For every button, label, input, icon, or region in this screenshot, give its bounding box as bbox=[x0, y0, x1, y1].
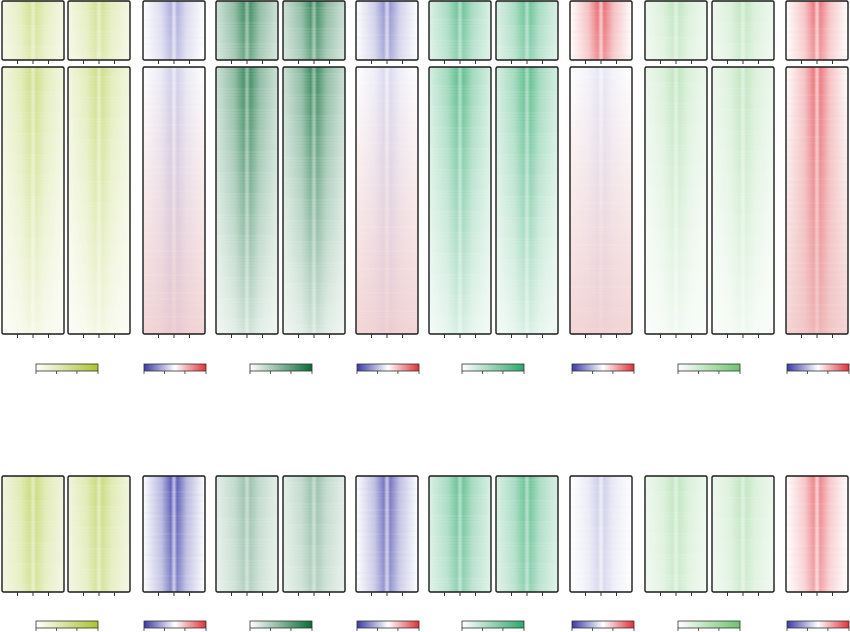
colorbar-bottom-5 bbox=[461, 620, 525, 631]
heatmap-panel-bottom-3 bbox=[142, 475, 206, 596]
heatmap-panel-top-large-4 bbox=[215, 66, 279, 338]
colorbar-top-6 bbox=[571, 363, 635, 374]
heatmap-panel-top-large-3 bbox=[142, 66, 206, 338]
colorbar-bottom-6 bbox=[571, 620, 635, 631]
colorbar-top-3 bbox=[249, 363, 313, 374]
heatmap-panel-top-small-7 bbox=[428, 0, 492, 64]
heatmap-panel-top-small-9 bbox=[569, 0, 633, 64]
colorbar-top-2 bbox=[143, 363, 207, 374]
heatmap-panel-top-large-7 bbox=[428, 66, 492, 338]
colorbar-bottom-4 bbox=[356, 620, 420, 631]
heatmap-panel-top-small-5 bbox=[282, 0, 346, 64]
heatmap-panel-bottom-5 bbox=[282, 475, 346, 596]
heatmap-panel-top-large-1 bbox=[1, 66, 65, 338]
colorbar-top-1 bbox=[35, 363, 99, 374]
heatmap-panel-bottom-10 bbox=[644, 475, 708, 596]
heatmap-panel-bottom-8 bbox=[495, 475, 559, 596]
heatmap-panel-top-small-10 bbox=[644, 0, 708, 64]
heatmap-panel-bottom-6 bbox=[355, 475, 419, 596]
heatmap-panel-top-large-11 bbox=[711, 66, 775, 338]
heatmap-panel-top-small-6 bbox=[355, 0, 419, 64]
heatmap-panel-top-large-2 bbox=[67, 66, 131, 338]
heatmap-panel-bottom-7 bbox=[428, 475, 492, 596]
heatmap-panel-top-small-3 bbox=[142, 0, 206, 64]
colorbars bbox=[35, 363, 850, 631]
heatmap-panel-top-small-1 bbox=[1, 0, 65, 64]
heatmap-panel-top-large-8 bbox=[495, 66, 559, 338]
colorbar-top-8 bbox=[786, 363, 850, 374]
colorbar-bottom-2 bbox=[143, 620, 207, 631]
heatmap-panel-top-small-11 bbox=[711, 0, 775, 64]
colorbar-bottom-3 bbox=[249, 620, 313, 631]
heatmap-panel-top-small-4 bbox=[215, 0, 279, 64]
colorbar-bottom-8 bbox=[786, 620, 850, 631]
heatmap-panel-top-large-10 bbox=[644, 66, 708, 338]
heatmap-panel-top-large-9 bbox=[569, 66, 633, 338]
heatmap-panel-top-small-8 bbox=[495, 0, 559, 64]
colorbar-top-5 bbox=[461, 363, 525, 374]
heatmap-panel-bottom-11 bbox=[711, 475, 775, 596]
heatmap-panel-bottom-4 bbox=[215, 475, 279, 596]
colorbar-bottom-1 bbox=[35, 620, 99, 631]
colorbar-top-4 bbox=[356, 363, 420, 374]
colorbar-bottom-7 bbox=[677, 620, 741, 631]
heatmap-panels bbox=[1, 0, 849, 596]
heatmap-panel-top-large-6 bbox=[355, 66, 419, 338]
heatmap-panel-top-small-12 bbox=[785, 0, 849, 64]
heatmap-panel-top-large-12 bbox=[785, 66, 849, 338]
heatmap-panel-bottom-12 bbox=[785, 475, 849, 596]
heatmap-panel-bottom-1 bbox=[1, 475, 65, 596]
heatmap-panel-bottom-2 bbox=[67, 475, 131, 596]
colorbar-top-7 bbox=[677, 363, 741, 374]
heatmap-panel-top-small-2 bbox=[67, 0, 131, 64]
heatmap-panel-bottom-9 bbox=[569, 475, 633, 596]
heatmap-panel-top-large-5 bbox=[282, 66, 346, 338]
